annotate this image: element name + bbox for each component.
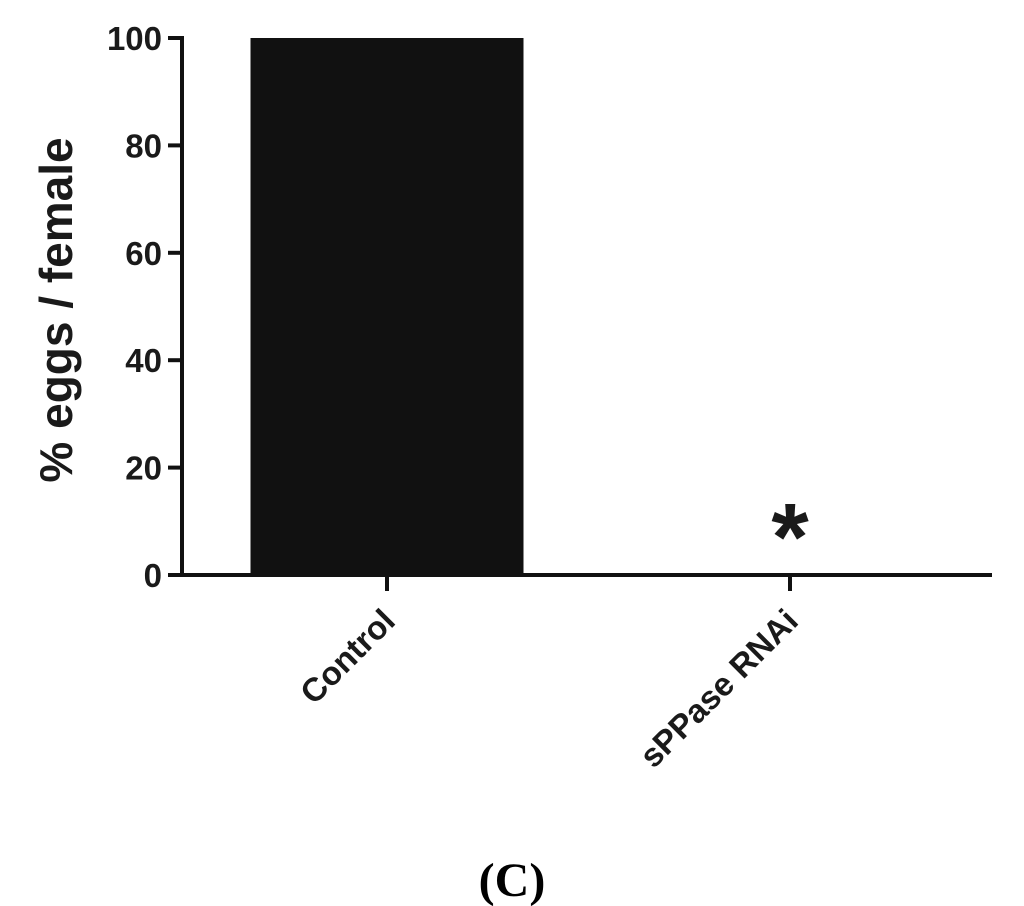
bar-control: [250, 38, 524, 575]
y-tick-label-20: 20: [125, 450, 162, 487]
y-tick-label-100: 100: [107, 20, 162, 57]
y-ticks-layer: 0 20 40 60 80 100: [107, 20, 182, 594]
y-tick-label-40: 40: [125, 342, 162, 379]
y-tick-label-60: 60: [125, 235, 162, 272]
significance-asterisk: *: [771, 484, 809, 591]
bars-layer: [250, 38, 524, 575]
annotations-layer: *: [771, 484, 809, 591]
x-category-label-sppase-rnai: sPPase RNAi: [632, 602, 805, 775]
y-axis-label: % eggs / female: [30, 137, 82, 482]
x-category-label-control: Control: [293, 602, 402, 711]
axes-layer: [180, 36, 992, 577]
y-tick-label-0: 0: [144, 557, 162, 594]
x-categories-layer: Control sPPase RNAi: [293, 575, 805, 775]
y-tick-label-80: 80: [125, 127, 162, 164]
panel-label: (C): [479, 854, 546, 906]
